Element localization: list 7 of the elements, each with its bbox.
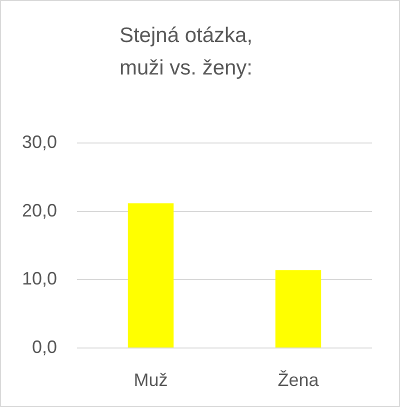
chart-title: Stejná otázka, muži vs. ženy: [119,24,253,80]
x-tick-label: Muž [134,370,168,390]
y-tick-label: 30,0 [22,132,57,152]
y-tick-label: 10,0 [22,268,57,289]
y-tick-label: 20,0 [22,200,57,220]
x-tick-label: Žena [278,370,320,390]
y-tick-label: 0,0 [32,336,57,357]
